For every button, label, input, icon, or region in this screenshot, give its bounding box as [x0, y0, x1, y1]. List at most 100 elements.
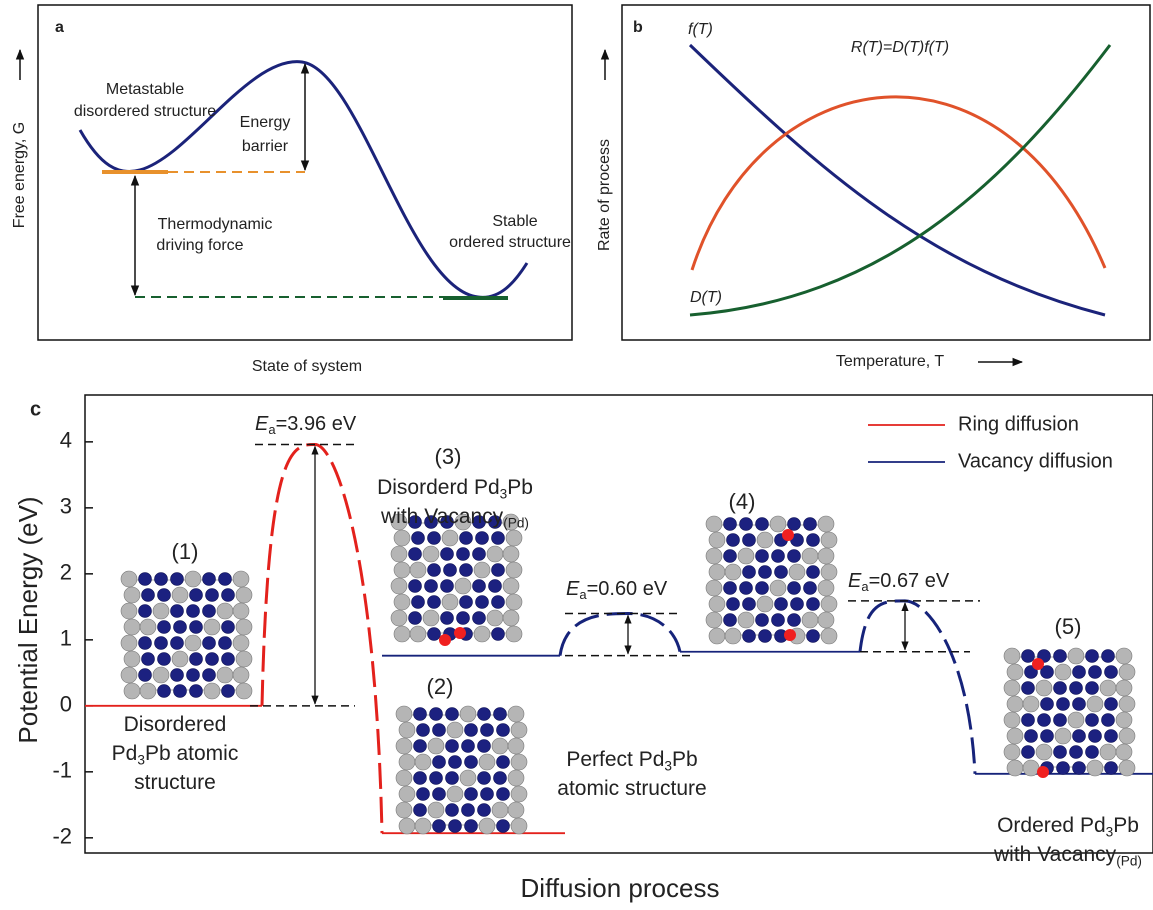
atom [206, 653, 219, 666]
atom [1007, 696, 1023, 712]
atom [821, 596, 837, 612]
atom [1070, 682, 1083, 695]
panel-c: c Potential Energy (eV) Diffusion proces… [13, 395, 1153, 903]
atom [497, 820, 510, 833]
atom [460, 706, 476, 722]
atom [1086, 714, 1099, 727]
atom [497, 756, 510, 769]
curve-label: f(T) [688, 21, 713, 38]
label: Ea=0.60 eV [566, 578, 668, 602]
atom [474, 626, 490, 642]
atom [492, 532, 505, 545]
atom [508, 706, 524, 722]
atom [174, 621, 187, 634]
legend-label: Vacancy diffusion [958, 450, 1113, 472]
atom [171, 669, 184, 682]
atom [508, 738, 524, 754]
atom [1087, 760, 1103, 776]
atom [1057, 698, 1070, 711]
atom [1054, 746, 1067, 759]
atom [1073, 730, 1086, 743]
subscript: (Pd) [503, 515, 529, 530]
atom [508, 770, 524, 786]
crystal-structure [396, 706, 527, 834]
state-number: (2) [427, 674, 454, 699]
atom [124, 683, 140, 699]
atom [1004, 680, 1020, 696]
atom [1116, 712, 1132, 728]
atom [428, 628, 441, 641]
atom [396, 738, 412, 754]
atom [447, 786, 463, 802]
annotation: driving force [156, 237, 243, 254]
state-number: (3) [435, 444, 462, 469]
atom [391, 610, 407, 626]
atom [1116, 680, 1132, 696]
atom [503, 546, 519, 562]
atom [738, 612, 754, 628]
atom [121, 635, 137, 651]
atom [399, 722, 415, 738]
atom [410, 562, 426, 578]
legend-label: Ring diffusion [958, 413, 1079, 435]
atom [415, 754, 431, 770]
atom [190, 621, 203, 634]
atom [394, 594, 410, 610]
atom [1055, 664, 1071, 680]
atom [1100, 680, 1116, 696]
subscript: 3 [664, 758, 672, 773]
crystal-structure [391, 514, 522, 646]
atom [203, 669, 216, 682]
atom [158, 685, 171, 698]
y-axis-label: Rate of process [596, 139, 613, 251]
text-run: E [566, 578, 580, 600]
atom [492, 564, 505, 577]
atom [706, 548, 722, 564]
atom [497, 788, 510, 801]
atom [185, 571, 201, 587]
annotation: Metastable [106, 81, 184, 98]
atom [414, 740, 427, 753]
atom [171, 605, 184, 618]
atom [430, 708, 443, 721]
label: structure [134, 771, 216, 794]
atom [394, 626, 410, 642]
atom [804, 518, 817, 531]
atom [706, 516, 722, 532]
atom [190, 589, 203, 602]
atom [506, 562, 522, 578]
atom [788, 518, 801, 531]
atom [1119, 696, 1135, 712]
atom [807, 566, 820, 579]
atom [770, 516, 786, 532]
x-axis-label: State of system [252, 358, 362, 375]
atom [124, 619, 140, 635]
annotation: barrier [242, 138, 289, 155]
atom [233, 635, 249, 651]
atom [190, 653, 203, 666]
atom [203, 605, 216, 618]
atom [139, 573, 152, 586]
annotation: Stable [492, 213, 537, 230]
atom [204, 619, 220, 635]
atom [121, 603, 137, 619]
atom [153, 667, 169, 683]
atom [1105, 666, 1118, 679]
atom [506, 626, 522, 642]
atom [1105, 698, 1118, 711]
atom [807, 598, 820, 611]
atom [409, 580, 422, 593]
atom [492, 628, 505, 641]
subscript: 3 [137, 752, 145, 767]
y-tick-label: 1 [60, 626, 72, 651]
atom [460, 770, 476, 786]
atom [222, 621, 235, 634]
atom [756, 614, 769, 627]
atom [788, 550, 801, 563]
curve-f [690, 45, 1105, 315]
atom [465, 788, 478, 801]
atom [1087, 696, 1103, 712]
atom [1073, 666, 1086, 679]
label: Ea=0.67 eV [848, 570, 950, 594]
atom [206, 589, 219, 602]
